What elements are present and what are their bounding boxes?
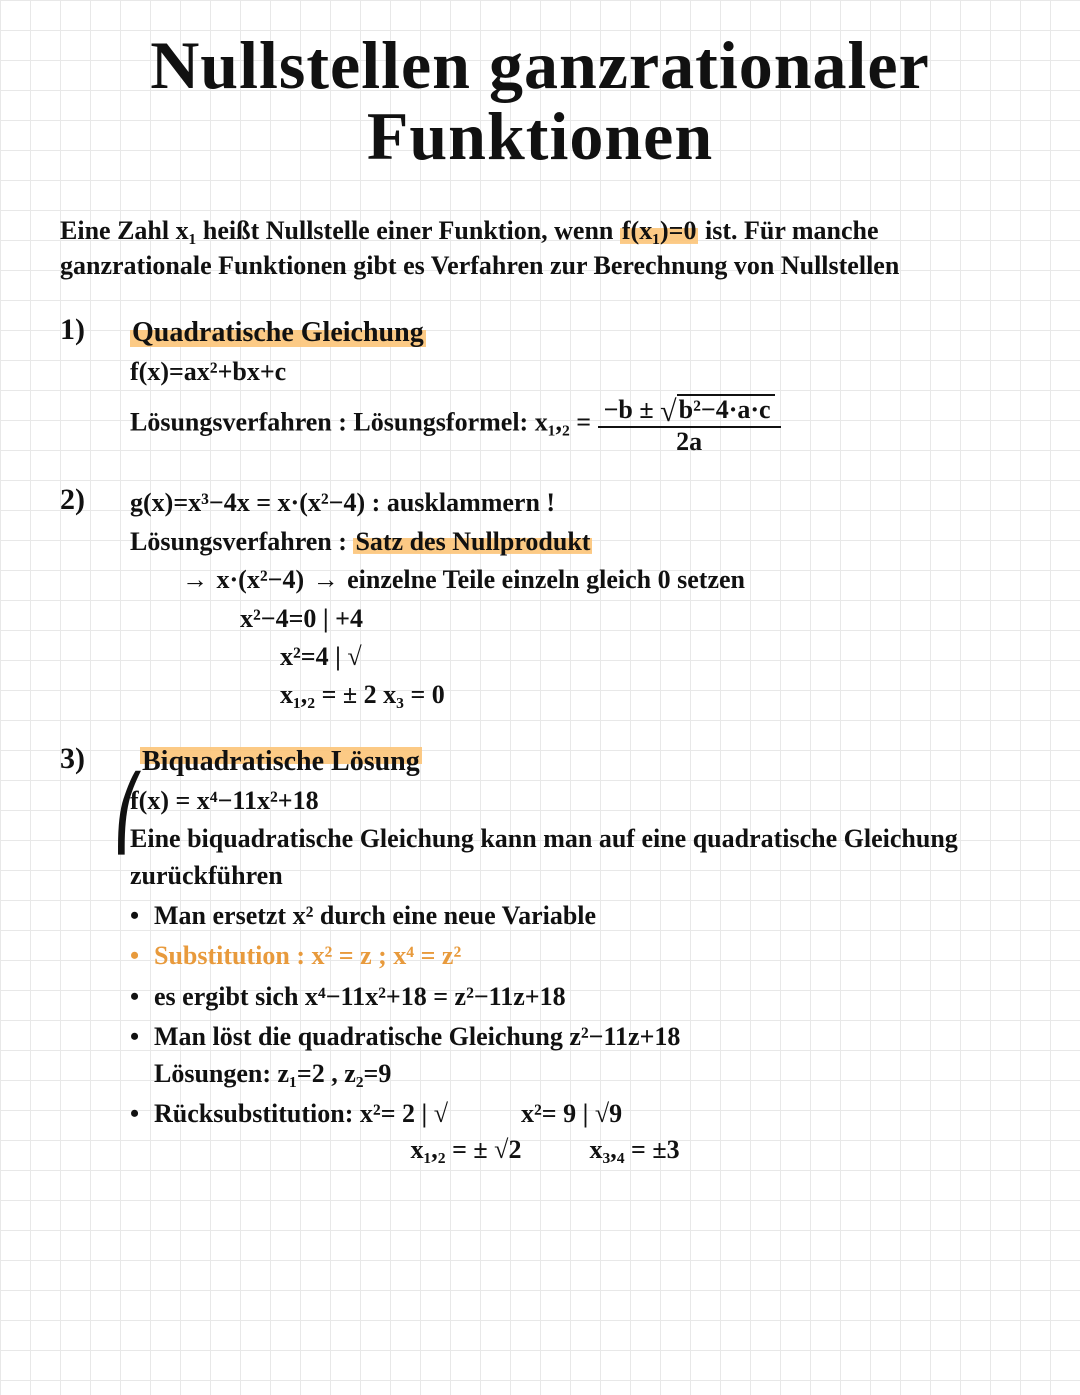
title-line-1: Nullstellen ganzrationaler (60, 30, 1020, 101)
bullet-5: Rücksubstitution: x²= 2 | √ x²= 9 | √9 x… (130, 1096, 1020, 1169)
section-1-equation: f(x)=ax²+bx+c (130, 354, 1020, 390)
section-1-proc-label: Lösungsverfahren : Lösungsformel: x₁,₂ = (130, 407, 598, 436)
bullet-5b: x²= 9 | √9 (521, 1099, 622, 1128)
page-title: Nullstellen ganzrationaler Funktionen (60, 30, 1020, 173)
section-3: 3) Biquadratische Lösung ⎛ f(x) = x⁴−11x… (60, 742, 1020, 1169)
numerator-prefix: −b ± (604, 395, 661, 424)
section-2-equation: g(x)=x³−4x = x·(x²−4) : ausklammern ! (130, 485, 1020, 521)
intro-highlight: f(x₁)=0 (620, 216, 699, 245)
section-2-procedure: Lösungsverfahren : Satz des Nullprodukt (130, 524, 1020, 560)
bullet-5a: Rücksubstitution: x²= 2 | √ (154, 1099, 448, 1128)
section-3-bullets: Man ersetzt x² durch eine neue Variable … (130, 898, 1020, 1169)
section-3-equation: f(x) = x⁴−11x²+18 (130, 783, 1020, 819)
section-3-body: Biquadratische Lösung ⎛ f(x) = x⁴−11x²+1… (130, 742, 1020, 1169)
bullet-5c: x₁,₂ = ± √2 (411, 1135, 522, 1164)
section-3-heading: Biquadratische Lösung (140, 742, 1020, 781)
section-2-proc-a: Lösungsverfahren : (130, 527, 353, 556)
section-2-step-2: x²−4=0 | +4 (130, 601, 1020, 637)
s2-l1a: x·(x²−4) (217, 565, 311, 594)
fraction-denominator: 2a (598, 428, 781, 455)
curly-brace-icon: ⎛ (112, 783, 147, 846)
bullet-2-substitution: Substitution : x² = z ; x⁴ = z² (130, 938, 1020, 974)
section-1: 1) Quadratische Gleichung f(x)=ax²+bx+c … (60, 313, 1020, 455)
section-1-formula: Lösungsverfahren : Lösungsformel: x₁,₂ =… (130, 393, 1020, 456)
section-1-body: Quadratische Gleichung f(x)=ax²+bx+c Lös… (130, 313, 1020, 455)
section-1-heading: Quadratische Gleichung (130, 313, 1020, 352)
arrow-icon-2: → (311, 562, 341, 598)
sqrt-icon: √ (660, 395, 676, 428)
section-2-step-4: x₁,₂ = ± 2 x₃ = 0 (130, 677, 1020, 713)
section-2-step-1: → x·(x²−4) → einzelne Teile einzeln glei… (130, 562, 1020, 598)
section-2: 2) g(x)=x³−4x = x·(x²−4) : ausklammern !… (60, 483, 1020, 713)
section-3-bracketed: ⎛ f(x) = x⁴−11x²+18 Eine biquadratische … (130, 783, 1020, 894)
bullet-4b: Lösungen: z₁=2 , z₂=9 (154, 1059, 391, 1088)
bullet-5d: x₃,₄ = ±3 (589, 1135, 679, 1164)
section-1-heading-text: Quadratische Gleichung (130, 317, 426, 348)
section-2-step-3: x²=4 | √ (130, 639, 1020, 675)
section-3-heading-text: Biquadratische Lösung (140, 746, 422, 777)
title-line-2: Funktionen (60, 101, 1020, 172)
fraction-numerator: −b ± √b²−4·a·c (598, 393, 781, 429)
bullet-3: es ergibt sich x⁴−11x²+18 = z²−11z+18 (130, 979, 1020, 1015)
bullet-4: Man löst die quadratische Gleichung z²−1… (130, 1019, 1020, 1092)
section-1-number: 1) (60, 313, 130, 455)
intro-text-a: Eine Zahl x₁ heißt Nullstelle einer Funk… (60, 216, 620, 245)
radicand: b²−4·a·c (677, 394, 775, 423)
arrow-icon: → (180, 562, 210, 598)
quadratic-fraction: −b ± √b²−4·a·c 2a (598, 393, 781, 456)
section-2-number: 2) (60, 483, 130, 713)
section-3-desc: Eine biquadratische Gleichung kann man a… (130, 821, 1020, 894)
bullet-4a: Man löst die quadratische Gleichung z²−1… (154, 1022, 680, 1051)
section-2-body: g(x)=x³−4x = x·(x²−4) : ausklammern ! Lö… (130, 483, 1020, 713)
intro-paragraph: Eine Zahl x₁ heißt Nullstelle einer Funk… (60, 213, 1020, 283)
bullet-1: Man ersetzt x² durch eine neue Variable (130, 898, 1020, 934)
s2-l1b: einzelne Teile einzeln gleich 0 setzen (347, 565, 745, 594)
section-2-proc-hl: Satz des Nullprodukt (353, 527, 592, 556)
